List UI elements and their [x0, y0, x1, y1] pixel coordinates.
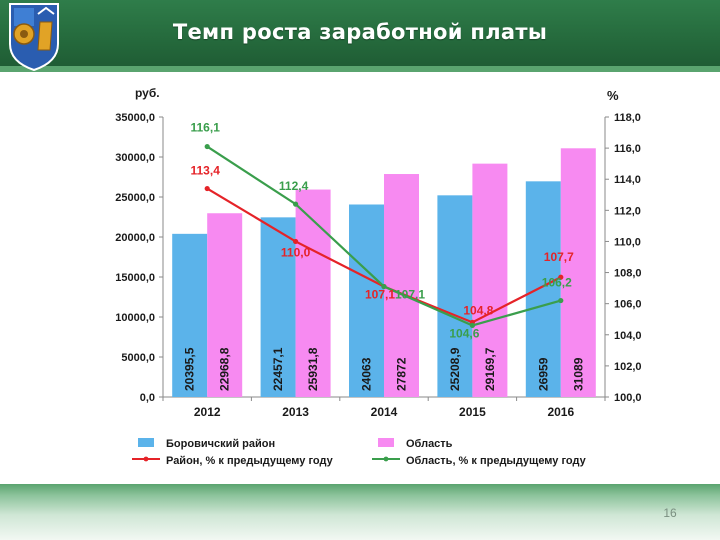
x-tick-label: 2013 — [282, 405, 309, 419]
bar — [260, 217, 296, 397]
legend-swatch — [378, 438, 394, 447]
page-number: 16 — [663, 506, 677, 520]
y-left-tick-label: 0,0 — [140, 392, 155, 404]
y-right-tick-label: 118,0 — [614, 112, 641, 124]
bar — [525, 181, 561, 397]
y-right-tick-label: 110,0 — [614, 236, 641, 248]
x-tick-label: 2014 — [371, 405, 398, 419]
header-stripe — [0, 66, 720, 72]
bar-value-label: 27872 — [395, 357, 409, 391]
bar-value-label: 26959 — [536, 357, 550, 391]
series-point — [469, 322, 475, 329]
bar-value-label: 22968,8 — [218, 347, 232, 391]
bar — [172, 233, 208, 397]
bar-value-label: 24063 — [360, 357, 374, 391]
y-right-tick-label: 102,0 — [614, 361, 642, 373]
y-left-tick-label: 20000,0 — [115, 232, 155, 244]
y-right-tick-label: 106,0 — [614, 299, 642, 311]
line-value-label: 110,0 — [281, 245, 311, 259]
legend-label: Боровичский район — [166, 438, 275, 450]
bar — [349, 204, 384, 397]
y-axis-label-left: руб. — [135, 86, 160, 100]
bar-value-label: 29169,7 — [483, 347, 497, 391]
chart-legend: Боровичский район Область Район, % к преды… — [132, 438, 587, 467]
y-right-tick-label: 104,0 — [614, 330, 642, 342]
y-right-tick-label: 100,0 — [614, 392, 642, 404]
bar-value-label: 25931,8 — [306, 347, 320, 391]
legend-label: Область, % к предыдущему году — [406, 455, 587, 467]
line-value-label: 112,4 — [279, 179, 309, 193]
line-value-label: 107,7 — [544, 250, 574, 264]
line-value-label: 106,2 — [542, 276, 572, 290]
legend-marker — [383, 456, 389, 462]
line-value-label: 116,1 — [191, 121, 221, 135]
bar-value-label: 31089 — [571, 357, 585, 391]
y-right-tick-label: 114,0 — [614, 174, 641, 186]
y-axis-label-right: % — [607, 88, 619, 103]
bar — [437, 195, 473, 397]
bar-value-label: 22457,1 — [271, 347, 285, 391]
chart-bars — [172, 148, 596, 397]
series-point — [381, 283, 387, 290]
y-right-tick-label: 116,0 — [614, 143, 641, 155]
x-tick-label: 2012 — [194, 405, 221, 419]
legend-label: Район, % к предыдущему году — [166, 455, 334, 467]
slide-title: Темп роста заработной платы — [172, 20, 548, 44]
chart-lines — [204, 143, 564, 329]
bar — [384, 174, 419, 397]
y-right-tick-label: 112,0 — [614, 205, 641, 217]
series-point — [558, 274, 564, 280]
y-left-tick-label: 35000,0 — [115, 112, 155, 124]
coat-of-arms-icon — [9, 3, 59, 72]
x-tick-label: 2016 — [547, 405, 574, 419]
line-value-label: 113,4 — [191, 164, 221, 178]
bar — [295, 189, 331, 397]
line-value-label: 104,8 — [463, 303, 493, 317]
slide-footer — [0, 484, 720, 540]
y-right-tick-label: 108,0 — [614, 268, 642, 280]
series-point — [558, 297, 564, 304]
x-tick-label: 2015 — [459, 405, 486, 419]
y-left-tick-label: 5000,0 — [121, 352, 155, 364]
legend-label: Область — [406, 438, 453, 450]
slide-header — [0, 0, 720, 72]
bar-value-label: 20395,5 — [183, 347, 197, 391]
y-left-tick-label: 15000,0 — [115, 272, 155, 284]
series-point — [204, 185, 210, 192]
y-left-tick-label: 25000,0 — [115, 192, 155, 204]
series-point — [204, 143, 210, 150]
y-left-tick-label: 30000,0 — [115, 152, 155, 164]
y-left-tick-label: 10000,0 — [115, 312, 155, 324]
chart-labels: 20395,5 22457,1 24063 25208,9 26959 22968,8 25… — [183, 121, 586, 391]
bar — [472, 163, 508, 397]
line-value-label: 107,1 — [395, 288, 425, 302]
bar — [560, 148, 596, 397]
legend-swatch — [138, 438, 154, 447]
line-value-label: 107,1 — [365, 288, 395, 302]
bar — [207, 213, 243, 397]
line-value-label: 104,6 — [449, 326, 479, 340]
legend-marker — [143, 456, 149, 462]
series-point — [293, 238, 299, 245]
series-point — [293, 201, 299, 207]
bar-value-label: 25208,9 — [448, 347, 462, 391]
